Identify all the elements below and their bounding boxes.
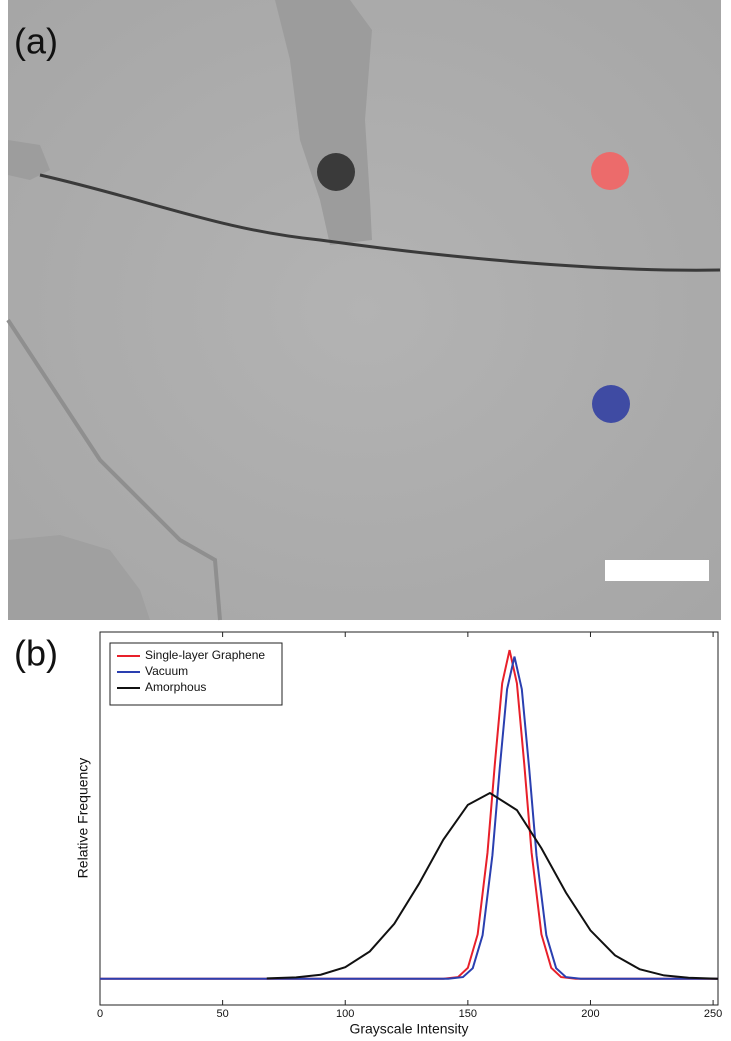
graphene-edge	[39, 173, 721, 272]
legend-label: Single-layer Graphene	[145, 648, 265, 662]
x-tick-label: 250	[704, 1008, 722, 1020]
x-tick-label: 50	[216, 1008, 228, 1020]
x-tick-label: 150	[459, 1008, 477, 1020]
x-axis-label: Grayscale Intensity	[349, 1021, 468, 1037]
series-line	[266, 791, 719, 980]
debris	[8, 535, 150, 620]
panel-label: (b)	[14, 633, 58, 674]
vacuum-marker	[592, 385, 630, 423]
y-axis-label: Relative Frequency	[75, 758, 91, 879]
x-tick-label: 200	[581, 1008, 599, 1020]
legend-box	[109, 642, 283, 706]
x-tick-label: 0	[97, 1008, 103, 1020]
tem-image	[6, 0, 721, 621]
fold	[6, 318, 222, 621]
graphene-marker	[591, 152, 629, 190]
series-line	[100, 656, 718, 980]
x-tick-label: 100	[336, 1008, 354, 1020]
panel-label: (a)	[14, 21, 58, 62]
amorphous-marker	[317, 153, 355, 191]
debris	[8, 140, 50, 180]
legend-label: Amorphous	[145, 680, 206, 694]
series-line	[100, 649, 718, 980]
scale-bar	[605, 560, 709, 581]
legend-label: Vacuum	[145, 664, 188, 678]
